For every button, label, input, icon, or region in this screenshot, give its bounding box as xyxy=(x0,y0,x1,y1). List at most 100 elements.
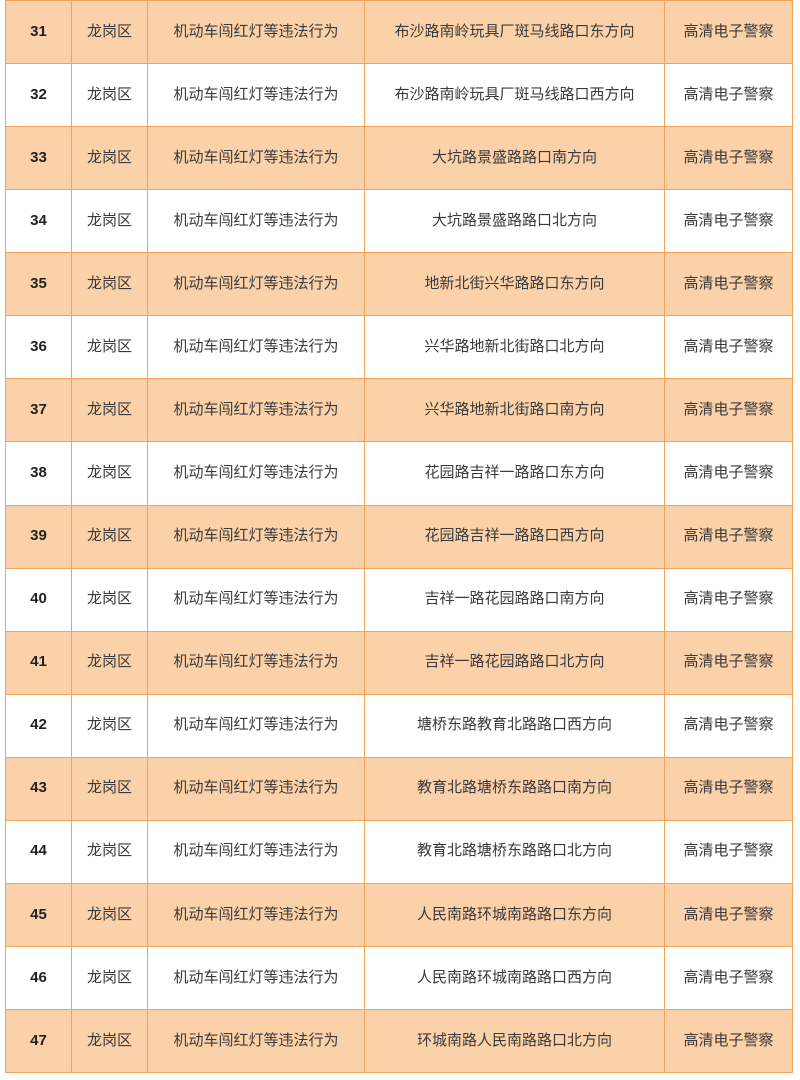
violation-type-cell: 机动车闯红灯等违法行为 xyxy=(148,631,365,694)
violation-type-cell: 机动车闯红灯等违法行为 xyxy=(148,820,365,883)
table-row: 40 龙岗区 机动车闯红灯等违法行为 吉祥一路花园路路口南方向 高清电子警察 xyxy=(6,568,792,632)
device-type-cell: 高清电子警察 xyxy=(683,464,774,482)
device-type-cell: 高清电子警察 xyxy=(683,1031,774,1049)
violation-type-cell: 机动车闯红灯等违法行为 xyxy=(148,883,365,946)
device-type-cell: 高清电子警察 xyxy=(683,905,774,923)
district-cell: 龙岗区 xyxy=(72,64,148,127)
device-type-cell: 高清电子警察 xyxy=(683,653,774,671)
violation-type-cell: 机动车闯红灯等违法行为 xyxy=(148,1010,365,1073)
district-cell: 龙岗区 xyxy=(72,946,148,1009)
location-cell: 大坑路景盛路路口南方向 xyxy=(365,127,665,190)
district-cell: 龙岗区 xyxy=(72,631,148,694)
district-cell: 龙岗区 xyxy=(72,253,148,316)
camera-table: 31 龙岗区 机动车闯红灯等违法行为 布沙路南岭玩具厂斑马线路口东方向 高清电子… xyxy=(5,0,793,1073)
table-row: 41 龙岗区 机动车闯红灯等违法行为 吉祥一路花园路路口北方向 高清电子警察 xyxy=(6,631,792,695)
district-cell: 龙岗区 xyxy=(72,127,148,190)
row-number-cell: 43 xyxy=(6,757,72,820)
device-type-cell: 高清电子警察 xyxy=(683,779,774,797)
district-cell: 龙岗区 xyxy=(72,505,148,568)
district-cell: 龙岗区 xyxy=(72,757,148,820)
device-type-cell: 高清电子警察 xyxy=(683,716,774,734)
location-cell: 花园路吉祥一路路口西方向 xyxy=(365,505,665,568)
violation-type-cell: 机动车闯红灯等违法行为 xyxy=(148,442,365,505)
violation-type-cell: 机动车闯红灯等违法行为 xyxy=(148,757,365,820)
row-number-cell: 38 xyxy=(6,442,72,505)
row-number-cell: 47 xyxy=(6,1010,72,1073)
row-number-cell: 45 xyxy=(6,883,72,946)
device-type-cell: 高清电子警察 xyxy=(683,590,774,608)
table-row: 32 龙岗区 机动车闯红灯等违法行为 布沙路南岭玩具厂斑马线路口西方向 高清电子… xyxy=(6,64,792,128)
violation-type-cell: 机动车闯红灯等违法行为 xyxy=(148,1,365,64)
table-row: 39 龙岗区 机动车闯红灯等违法行为 花园路吉祥一路路口西方向 高清电子警察 xyxy=(6,505,792,569)
device-type-cell: 高清电子警察 xyxy=(683,211,774,229)
table-row: 44 龙岗区 机动车闯红灯等违法行为 教育北路塘桥东路路口北方向 高清电子警察 xyxy=(6,820,792,884)
row-number-cell: 44 xyxy=(6,820,72,883)
table-row: 35 龙岗区 机动车闯红灯等违法行为 地新北街兴华路路口东方向 高清电子警察 xyxy=(6,253,792,317)
district-cell: 龙岗区 xyxy=(72,1,148,64)
violation-type-cell: 机动车闯红灯等违法行为 xyxy=(148,568,365,631)
violation-type-cell: 机动车闯红灯等违法行为 xyxy=(148,127,365,190)
device-type-cell: 高清电子警察 xyxy=(683,842,774,860)
table-row: 46 龙岗区 机动车闯红灯等违法行为 人民南路环城南路路口西方向 高清电子警察 xyxy=(6,946,792,1010)
row-number-cell: 34 xyxy=(6,190,72,253)
district-cell: 龙岗区 xyxy=(72,694,148,757)
row-number-cell: 35 xyxy=(6,253,72,316)
row-number-cell: 36 xyxy=(6,316,72,379)
row-number-cell: 46 xyxy=(6,946,72,1009)
table-row: 34 龙岗区 机动车闯红灯等违法行为 大坑路景盛路路口北方向 高清电子警察 xyxy=(6,190,792,254)
device-type-cell: 高清电子警察 xyxy=(683,274,774,292)
device-type-cell: 高清电子警察 xyxy=(683,148,774,166)
device-type-cell: 高清电子警察 xyxy=(683,22,774,40)
district-cell: 龙岗区 xyxy=(72,379,148,442)
location-cell: 吉祥一路花园路路口北方向 xyxy=(365,631,665,694)
location-cell: 布沙路南岭玩具厂斑马线路口西方向 xyxy=(365,64,665,127)
violation-type-cell: 机动车闯红灯等违法行为 xyxy=(148,253,365,316)
violation-type-cell: 机动车闯红灯等违法行为 xyxy=(148,505,365,568)
violation-type-cell: 机动车闯红灯等违法行为 xyxy=(148,190,365,253)
table-row: 36 龙岗区 机动车闯红灯等违法行为 兴华路地新北街路口北方向 高清电子警察 xyxy=(6,316,792,380)
device-type-cell: 高清电子警察 xyxy=(683,401,774,419)
table-row: 38 龙岗区 机动车闯红灯等违法行为 花园路吉祥一路路口东方向 高清电子警察 xyxy=(6,442,792,506)
district-cell: 龙岗区 xyxy=(72,442,148,505)
table-row: 45 龙岗区 机动车闯红灯等违法行为 人民南路环城南路路口东方向 高清电子警察 xyxy=(6,883,792,947)
violation-type-cell: 机动车闯红灯等违法行为 xyxy=(148,946,365,1009)
row-number-cell: 40 xyxy=(6,568,72,631)
row-number-cell: 33 xyxy=(6,127,72,190)
table-row: 31 龙岗区 机动车闯红灯等违法行为 布沙路南岭玩具厂斑马线路口东方向 高清电子… xyxy=(6,1,792,65)
violation-type-cell: 机动车闯红灯等违法行为 xyxy=(148,64,365,127)
location-cell: 人民南路环城南路路口西方向 xyxy=(365,946,665,1009)
location-cell: 大坑路景盛路路口北方向 xyxy=(365,190,665,253)
location-cell: 教育北路塘桥东路路口南方向 xyxy=(365,757,665,820)
violation-type-cell: 机动车闯红灯等违法行为 xyxy=(148,694,365,757)
violation-type-cell: 机动车闯红灯等违法行为 xyxy=(148,379,365,442)
device-type-cell: 高清电子警察 xyxy=(683,527,774,545)
row-number-cell: 37 xyxy=(6,379,72,442)
table-row: 42 龙岗区 机动车闯红灯等违法行为 塘桥东路教育北路路口西方向 高清电子警察 xyxy=(6,694,792,758)
row-number-cell: 32 xyxy=(6,64,72,127)
row-number-cell: 41 xyxy=(6,631,72,694)
location-cell: 花园路吉祥一路路口东方向 xyxy=(365,442,665,505)
location-cell: 塘桥东路教育北路路口西方向 xyxy=(365,694,665,757)
device-type-cell: 高清电子警察 xyxy=(683,337,774,355)
district-cell: 龙岗区 xyxy=(72,883,148,946)
location-cell: 教育北路塘桥东路路口北方向 xyxy=(365,820,665,883)
district-cell: 龙岗区 xyxy=(72,190,148,253)
location-cell: 兴华路地新北街路口南方向 xyxy=(365,379,665,442)
district-cell: 龙岗区 xyxy=(72,568,148,631)
device-type-cell: 高清电子警察 xyxy=(683,968,774,986)
table-row: 47 龙岗区 机动车闯红灯等违法行为 环城南路人民南路路口北方向 高清电子警察 xyxy=(6,1010,792,1073)
district-cell: 龙岗区 xyxy=(72,820,148,883)
location-cell: 人民南路环城南路路口东方向 xyxy=(365,883,665,946)
table-row: 37 龙岗区 机动车闯红灯等违法行为 兴华路地新北街路口南方向 高清电子警察 xyxy=(6,379,792,443)
location-cell: 环城南路人民南路路口北方向 xyxy=(365,1010,665,1073)
location-cell: 地新北街兴华路路口东方向 xyxy=(365,253,665,316)
location-cell: 兴华路地新北街路口北方向 xyxy=(365,316,665,379)
location-cell: 吉祥一路花园路路口南方向 xyxy=(365,568,665,631)
violation-type-cell: 机动车闯红灯等违法行为 xyxy=(148,316,365,379)
table-row: 43 龙岗区 机动车闯红灯等违法行为 教育北路塘桥东路路口南方向 高清电子警察 xyxy=(6,757,792,821)
row-number-cell: 39 xyxy=(6,505,72,568)
district-cell: 龙岗区 xyxy=(72,316,148,379)
row-number-cell: 42 xyxy=(6,694,72,757)
table-row: 33 龙岗区 机动车闯红灯等违法行为 大坑路景盛路路口南方向 高清电子警察 xyxy=(6,127,792,191)
